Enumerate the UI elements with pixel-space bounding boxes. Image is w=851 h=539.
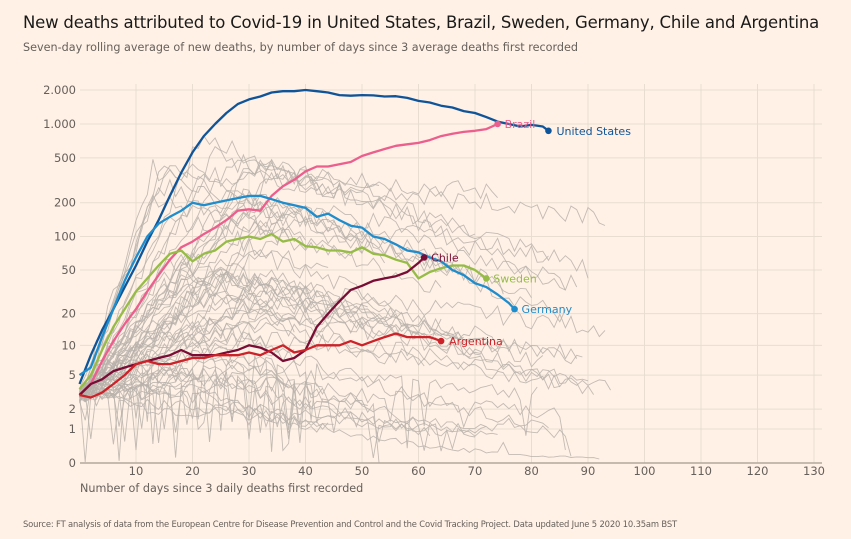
background-country-line xyxy=(79,307,374,401)
background-country-line xyxy=(79,300,335,397)
background-country-line xyxy=(79,320,425,394)
background-country-line xyxy=(79,273,594,398)
series-endpoint-sweden xyxy=(483,275,490,282)
x-tick-label: 50 xyxy=(355,464,370,478)
y-tick-label: 200 xyxy=(54,196,76,210)
y-tick-label: 2.000 xyxy=(43,83,76,97)
y-tick-label: 500 xyxy=(54,151,76,165)
background-country-line xyxy=(79,365,431,443)
background-country-line xyxy=(79,200,289,398)
background-country-line xyxy=(79,277,295,395)
highlight-country-lines: United States Brazil Sweden Germany Chile Arg… xyxy=(78,88,631,399)
background-country-line xyxy=(79,376,368,433)
series-line-argentina xyxy=(79,332,442,399)
background-country-line xyxy=(79,283,606,398)
background-country-line xyxy=(79,322,561,402)
background-country-line xyxy=(79,332,295,461)
x-tick-label: 120 xyxy=(747,464,769,478)
x-tick-label: 60 xyxy=(411,464,426,478)
series-endpoint-united-states xyxy=(545,127,552,135)
y-tick-label: 1.000 xyxy=(43,117,76,131)
y-tick-label: 100 xyxy=(54,230,76,244)
y-tick-label: 50 xyxy=(61,263,76,277)
series-label-sweden: Sweden xyxy=(493,272,536,285)
background-country-line xyxy=(79,178,448,403)
series-line-sweden xyxy=(78,232,487,390)
series-endpoint-brazil xyxy=(494,120,501,128)
source-note: Source: FT analysis of data from the Eur… xyxy=(23,519,678,529)
background-country-line xyxy=(79,367,566,451)
x-axis-label: Number of days since 3 daily deaths firs… xyxy=(80,482,364,495)
series-label-chile: Chile xyxy=(431,251,459,264)
background-country-line xyxy=(79,255,442,398)
background-country-line xyxy=(79,267,589,398)
y-tick-label: 10 xyxy=(61,338,76,352)
series-label-united-states: United States xyxy=(556,125,631,138)
background-country-line xyxy=(79,171,323,395)
background-country-line xyxy=(79,155,589,393)
y-tick-label: 2 xyxy=(69,402,76,416)
series-label-germany: Germany xyxy=(522,303,573,316)
y-tick-label: 20 xyxy=(61,307,76,321)
y-tick-label: 0 xyxy=(69,456,76,470)
series-label-brazil: Brazil xyxy=(505,118,536,131)
series-endpoint-chile xyxy=(420,254,428,261)
chart-subtitle: Seven-day rolling average of new deaths,… xyxy=(23,41,578,54)
background-country-line xyxy=(79,159,380,402)
background-country-line xyxy=(79,161,335,393)
x-tick-label: 90 xyxy=(581,464,596,478)
axes: 0 1 2 5 10 20 50 100 200 500 1.000 2.000 10 20 30 40 50 6… xyxy=(43,83,825,478)
x-tick-label: 130 xyxy=(803,464,825,478)
background-country-line xyxy=(79,159,504,397)
background-country-line xyxy=(79,249,397,396)
x-tick-label: 70 xyxy=(468,464,483,478)
x-tick-label: 10 xyxy=(129,464,144,478)
grid xyxy=(80,84,822,463)
y-tick-label: 1 xyxy=(69,422,76,436)
series-line-brazil xyxy=(78,122,499,396)
background-country-line xyxy=(79,391,487,452)
series-endpoint-germany xyxy=(511,305,518,313)
y-tick-label: 5 xyxy=(69,368,76,382)
background-country-line xyxy=(79,389,572,457)
background-country-lines xyxy=(79,134,611,463)
chart-title: New deaths attributed to Covid-19 in Uni… xyxy=(23,13,820,32)
background-country-line xyxy=(79,134,566,394)
background-country-line xyxy=(79,308,578,401)
background-country-line xyxy=(79,216,329,395)
background-country-line xyxy=(79,382,600,460)
x-tick-label: 100 xyxy=(634,464,656,478)
background-country-line xyxy=(79,202,578,403)
background-country-line xyxy=(79,227,442,396)
x-tick-label: 110 xyxy=(690,464,712,478)
background-country-line xyxy=(79,194,363,401)
series-line-germany xyxy=(78,194,516,377)
series-label-argentina: Argentina xyxy=(449,335,503,348)
x-tick-label: 30 xyxy=(242,464,257,478)
background-country-line xyxy=(79,188,549,398)
background-country-line xyxy=(79,265,493,397)
series-endpoint-argentina xyxy=(437,337,445,345)
background-country-line xyxy=(79,378,476,458)
background-country-line xyxy=(79,277,544,400)
series-line-united-states xyxy=(78,88,550,385)
x-tick-label: 20 xyxy=(185,464,200,478)
x-tick-label: 80 xyxy=(524,464,539,478)
x-tick-label: 40 xyxy=(298,464,313,478)
background-country-line xyxy=(79,309,549,429)
